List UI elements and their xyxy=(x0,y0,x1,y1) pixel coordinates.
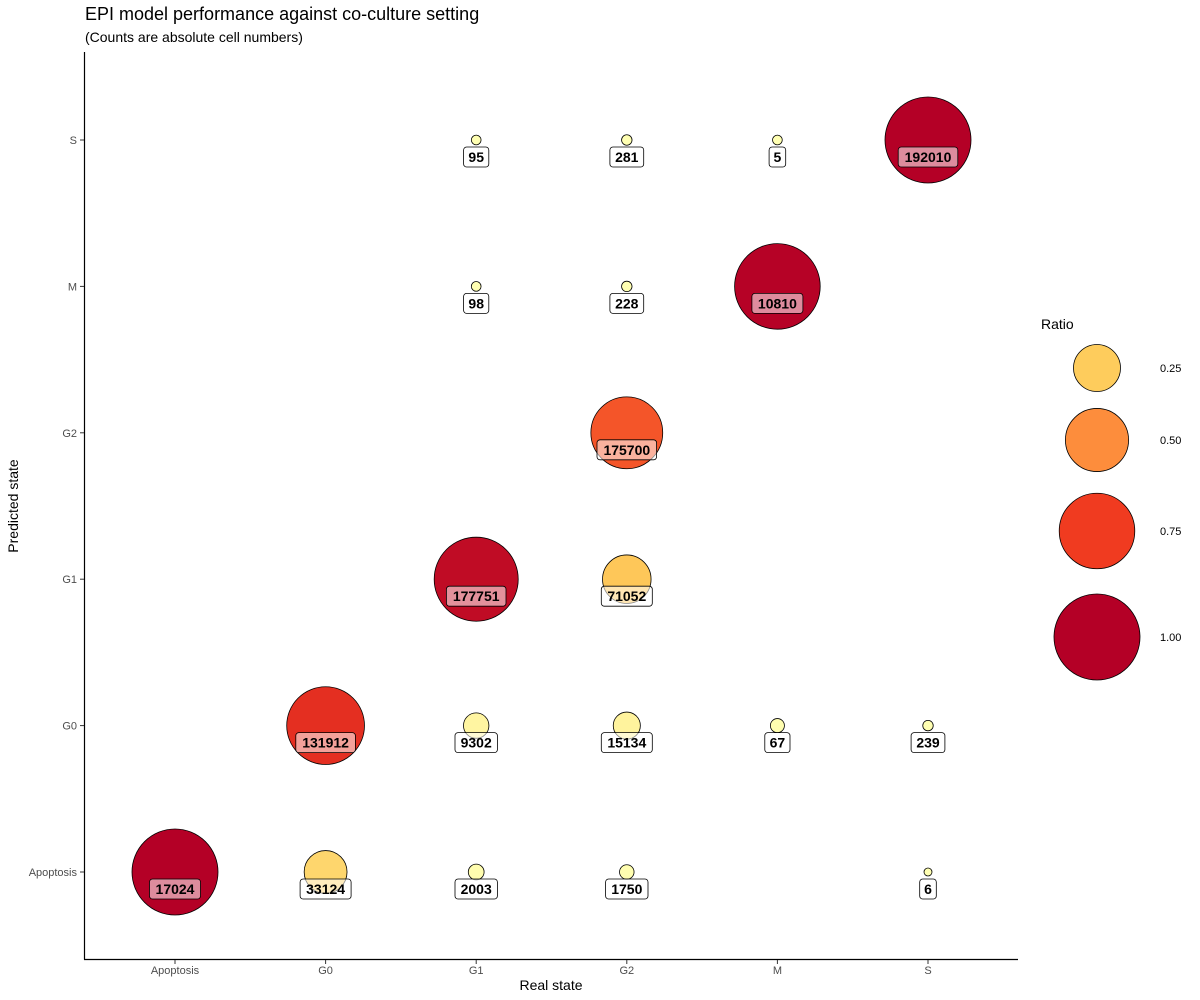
count-label: 2003 xyxy=(461,881,492,897)
bubble-point xyxy=(470,281,482,292)
count-label-box xyxy=(299,878,352,900)
legend-key xyxy=(1073,344,1121,392)
bubble-point xyxy=(769,718,785,734)
bubble-point xyxy=(433,536,519,622)
plot-area: 17024 33124 2003 1750 6 131912 9302 15134 67 239 1… xyxy=(131,96,972,916)
count-label-box xyxy=(600,585,653,607)
legend: Ratio 0.25 0.50 0.75 1.00 xyxy=(1041,316,1181,681)
x-axis-title: Real state xyxy=(519,977,582,993)
count-label: 10810 xyxy=(758,295,797,311)
count-label-box xyxy=(919,878,937,900)
count-label-box xyxy=(149,878,201,900)
bubble-point xyxy=(619,864,635,880)
count-label: 192010 xyxy=(905,149,952,165)
legend-title: Ratio xyxy=(1041,316,1074,332)
count-label-box xyxy=(463,292,490,314)
count-label-box xyxy=(609,146,645,168)
count-label: 33124 xyxy=(306,881,345,897)
count-label: 5 xyxy=(774,149,782,165)
y-tick-label: M xyxy=(68,281,77,293)
y-axis-title: Predicted state xyxy=(5,459,21,553)
y-tick-label: S xyxy=(70,135,77,147)
bubble-point xyxy=(772,134,783,146)
bubble-point xyxy=(621,280,633,293)
bubble-point xyxy=(131,828,219,916)
count-label: 98 xyxy=(468,295,484,311)
count-label: 6 xyxy=(924,881,932,897)
legend-label: 1.00 xyxy=(1160,632,1181,644)
x-tick-label: G0 xyxy=(318,965,333,977)
count-label-box xyxy=(751,292,804,314)
y-axis-ticks: Apoptosis G0 G1 G2 M S xyxy=(29,135,84,879)
y-tick-label: G2 xyxy=(62,428,77,440)
count-label: 239 xyxy=(916,735,940,751)
y-tick-label: G0 xyxy=(62,721,77,733)
count-label: 15134 xyxy=(607,735,646,751)
count-label: 1750 xyxy=(611,881,642,897)
count-label-box xyxy=(768,146,787,168)
x-tick-label: S xyxy=(924,965,931,977)
count-label: 17024 xyxy=(156,881,195,897)
count-label-box xyxy=(454,878,498,900)
count-label-box xyxy=(463,146,490,168)
count-label-box xyxy=(605,878,649,900)
count-label-box xyxy=(897,146,959,168)
count-label: 177751 xyxy=(453,588,500,604)
count-label-box xyxy=(609,292,645,314)
y-tick-label: G1 xyxy=(62,574,77,586)
x-tick-label: M xyxy=(773,965,782,977)
count-label-box xyxy=(910,732,946,753)
bubble-point xyxy=(621,134,633,146)
count-label: 131912 xyxy=(302,735,349,751)
bubble-point xyxy=(470,134,482,146)
x-axis-ticks: Apoptosis G0 G1 G2 M S xyxy=(151,960,932,977)
count-label: 95 xyxy=(468,149,484,165)
count-label: 228 xyxy=(615,295,639,311)
legend-label: 0.25 xyxy=(1160,363,1181,375)
x-tick-label: Apoptosis xyxy=(151,965,200,977)
count-label-box xyxy=(445,585,507,607)
count-label: 281 xyxy=(615,149,639,165)
x-tick-label: G2 xyxy=(619,965,634,977)
x-tick-label: G1 xyxy=(469,965,484,977)
legend-label: 0.50 xyxy=(1160,435,1181,447)
count-label-box xyxy=(295,732,356,753)
bubble-point xyxy=(884,96,972,184)
legend-label: 0.75 xyxy=(1160,526,1181,538)
legend-key xyxy=(1053,593,1141,681)
legend-key xyxy=(1058,492,1136,570)
bubble-point xyxy=(923,867,933,877)
count-label: 71052 xyxy=(607,588,646,604)
count-label-box xyxy=(764,732,791,753)
count-label: 9302 xyxy=(461,735,492,751)
chart-subtitle: (Counts are absolute cell numbers) xyxy=(85,29,303,45)
bubble-point xyxy=(922,719,934,732)
bubble-point xyxy=(734,243,821,330)
y-tick-label: Apoptosis xyxy=(29,867,78,879)
count-label-box xyxy=(454,732,498,753)
count-label-box xyxy=(596,439,657,461)
count-label: 67 xyxy=(770,735,786,751)
bubble-point xyxy=(467,863,485,881)
chart-title: EPI model performance against co-culture… xyxy=(85,4,479,24)
count-label-box xyxy=(600,732,653,753)
legend-key xyxy=(1065,408,1129,472)
count-label: 175700 xyxy=(603,442,650,458)
